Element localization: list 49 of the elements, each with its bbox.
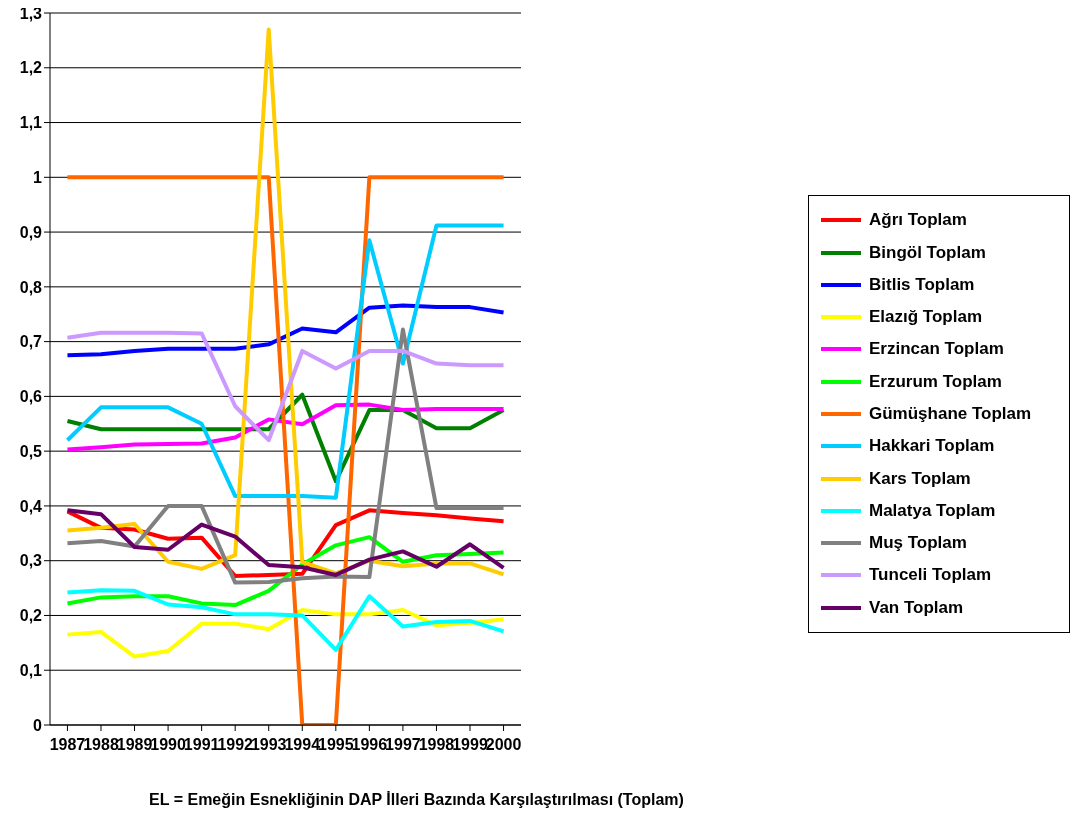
- x-tick-label: 1999: [452, 736, 488, 754]
- y-tick-label: 1,3: [19, 4, 43, 22]
- y-tick-label: 0,6: [19, 388, 43, 406]
- line-series: [65, 303, 506, 358]
- line-series: [65, 327, 506, 585]
- x-tick-label: 1987: [49, 736, 86, 754]
- legend-label: Hakkari Toplam: [869, 436, 995, 457]
- line-series: [65, 402, 506, 452]
- x-tick-label: 1992: [217, 736, 254, 754]
- legend-label: Van Toplam: [869, 597, 964, 618]
- legend-label: Bingöl Toplam: [869, 242, 986, 263]
- legend-label: Kars Toplam: [869, 468, 971, 489]
- legend-label: Erzincan Toplam: [869, 339, 1004, 360]
- legend-label: Ağrı Toplam: [869, 210, 967, 231]
- line-series: [65, 330, 506, 443]
- x-tick-label: 1988: [83, 736, 119, 754]
- y-tick-label: 0,4: [19, 497, 43, 515]
- y-tick-label: 1,1: [19, 114, 43, 132]
- x-tick-label: 2000: [485, 736, 522, 754]
- x-tick-label: 1996: [351, 736, 388, 754]
- line-series: [65, 223, 506, 500]
- legend-label: Erzurum Toplam: [869, 371, 1002, 392]
- x-tick-label: 1998: [418, 736, 455, 754]
- y-tick-label: 0,1: [19, 661, 43, 679]
- x-tick-label: 1991: [183, 736, 220, 754]
- x-tick-label: 1995: [318, 736, 354, 754]
- x-tick-label: 1994: [284, 736, 321, 754]
- x-tick-label: 1989: [116, 736, 153, 754]
- x-tick-label: 1997: [385, 736, 421, 754]
- y-tick-label: 0: [33, 716, 43, 734]
- legend-label: Malatya Toplam: [869, 500, 996, 521]
- line-series: [65, 27, 506, 577]
- legend-label: Bitlis Toplam: [869, 274, 975, 295]
- y-tick-label: 0,9: [19, 223, 43, 241]
- y-tick-label: 0,7: [19, 333, 43, 351]
- line-series: [65, 607, 506, 659]
- x-axis-title: EL = Emeğin Esnekliğinin DAP İlleri Bazında Karşılaştırılması (Toplam): [148, 791, 685, 809]
- y-tick-label: 0,3: [19, 552, 43, 570]
- y-tick-label: 0,2: [19, 607, 43, 625]
- y-tick-label: 0,8: [19, 278, 43, 296]
- legend-label: Elazığ Toplam: [869, 307, 983, 328]
- x-tick-label: 1990: [150, 736, 186, 754]
- legend-label: Gümüşhane Toplam: [869, 403, 1032, 424]
- y-tick-label: 1,2: [19, 59, 43, 77]
- line-series: [65, 588, 506, 652]
- y-tick-label: 1: [33, 168, 43, 186]
- legend-label: Muş Toplam: [869, 533, 967, 554]
- y-tick-label: 0,5: [19, 442, 43, 460]
- legend-label: Tunceli Toplam: [869, 565, 992, 586]
